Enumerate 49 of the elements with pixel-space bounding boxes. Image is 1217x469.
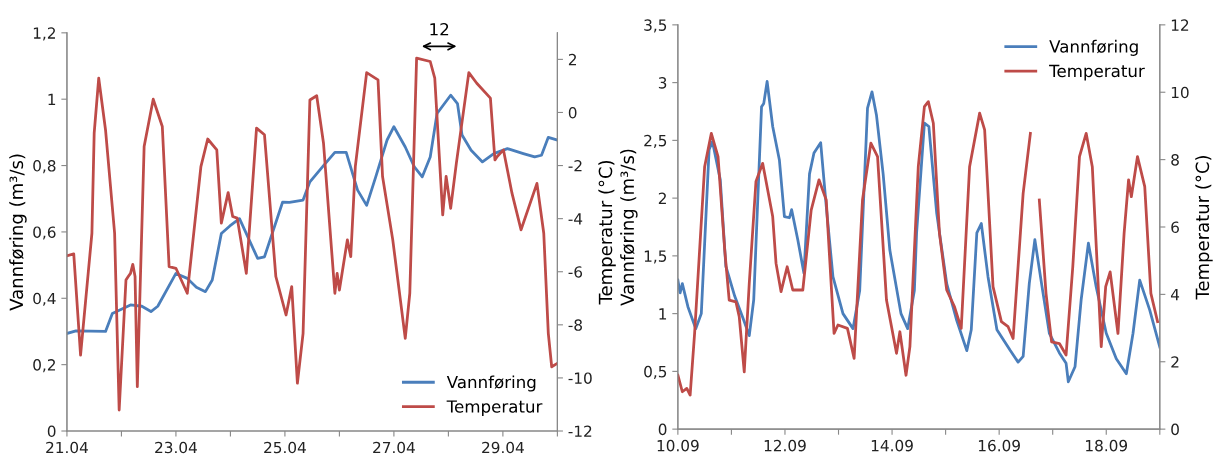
legend-label: Temperatur — [1049, 64, 1145, 81]
y-tick-label: 2,5 — [644, 134, 667, 148]
y-tick-label: 0 — [658, 423, 667, 436]
x-tick-label: 10.09 — [657, 439, 699, 452]
y-tick-label: 0,4 — [33, 292, 56, 306]
y-tick-label: 0,2 — [33, 359, 55, 373]
y-tick-label: 0 — [47, 425, 56, 438]
y2-tick-label: 4 — [1170, 289, 1180, 301]
y-tick-label: 3,5 — [644, 19, 667, 33]
y2-tick-label: 6 — [1171, 221, 1179, 234]
x-tick-label: 16.09 — [978, 439, 1020, 452]
y2-tick-label: -2 — [568, 160, 582, 172]
x-tick-label: 29.04 — [482, 441, 524, 454]
y2-tick-label: 0 — [1171, 423, 1179, 436]
legend-label: Vannføring — [446, 375, 536, 392]
x-tick-label: 14.09 — [871, 439, 913, 452]
y-tick-label: 1,2 — [33, 27, 55, 41]
y-axis-title: Vannføring (m³/s) — [620, 149, 638, 306]
y2-tick-label: -8 — [568, 319, 582, 331]
y-tick-label: 1 — [48, 93, 56, 105]
y2-axis-title: Temperatur (°C) — [1195, 155, 1213, 300]
y2-tick-label: -4 — [568, 213, 583, 225]
y-tick-label: 0,8 — [33, 160, 56, 174]
y2-tick-label: 8 — [1171, 154, 1179, 166]
y2-axis-title: Temperatur (°C) — [598, 160, 616, 305]
x-tick-label: 23.04 — [155, 441, 197, 454]
y2-tick-label: 12 — [1171, 19, 1189, 31]
y-axis-title: Vannføring (m³/s) — [9, 154, 27, 311]
x-tick-label: 25.04 — [264, 441, 306, 454]
legend-label: Temperatur — [446, 400, 543, 417]
x-tick-label: 18.09 — [1086, 439, 1128, 452]
y-tick-label: 0,5 — [644, 365, 667, 379]
y2-tick-label: 2 — [1171, 356, 1179, 368]
y-tick-label: 0,6 — [33, 226, 56, 240]
y-tick-label: 1 — [659, 308, 667, 320]
y2-tick-label: 2 — [568, 53, 576, 66]
x-tick-label: 21.04 — [46, 441, 88, 454]
legend-label: Vannføring — [1049, 39, 1138, 56]
y2-tick-label: 0 — [568, 106, 577, 119]
y-tick-label: 3 — [658, 77, 667, 89]
x-tick-label: 27.04 — [373, 441, 415, 454]
y-tick-label: 2 — [658, 192, 666, 204]
y2-tick-label: 10 — [1171, 86, 1189, 99]
y2-tick-label: -6 — [568, 266, 583, 278]
y-tick-label: 1,5 — [644, 250, 667, 264]
annotation: 12 — [430, 22, 449, 36]
y2-tick-label: -12 — [568, 425, 592, 437]
y2-tick-label: -10 — [568, 372, 592, 384]
x-tick-label: 12.09 — [764, 439, 806, 452]
